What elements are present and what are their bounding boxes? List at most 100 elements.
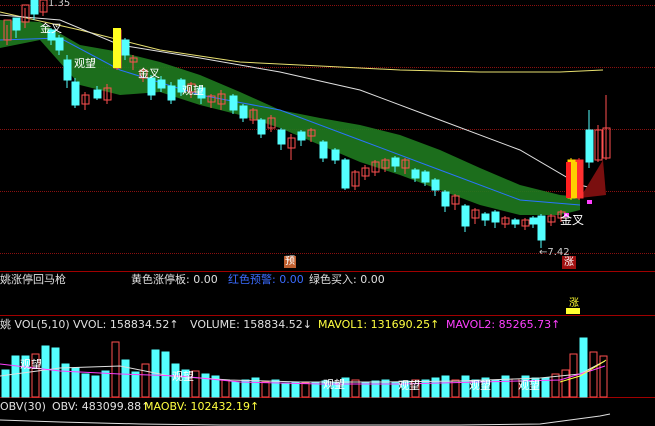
candle-body (12, 17, 21, 31)
volume-bar (71, 367, 80, 398)
grid-line (0, 253, 655, 254)
candle-body (129, 57, 138, 63)
volume-bar (51, 347, 60, 398)
volume-bar (11, 355, 20, 398)
volume-chart (0, 337, 608, 398)
candle-body (55, 37, 64, 51)
candle-body (239, 105, 248, 119)
cloud-band (0, 20, 580, 215)
candle-body (177, 79, 186, 93)
candle-body (602, 127, 611, 159)
ma-line-yellow (0, 11, 604, 73)
volume-bar (31, 353, 40, 398)
candle-body (371, 161, 380, 173)
volume-bar (589, 351, 598, 398)
candle-body (167, 85, 176, 101)
volume-bar (551, 373, 560, 398)
golden-cross-label: 金叉 (138, 67, 160, 80)
wait-label: 观望 (323, 378, 345, 391)
candle-body (547, 215, 556, 223)
grid-line (0, 67, 655, 68)
ma-line-blue (0, 37, 581, 206)
candle-body (529, 217, 538, 225)
obv-chart (0, 413, 611, 426)
volume-bar (371, 380, 380, 398)
volume-bar (421, 379, 430, 398)
volume-bar (261, 381, 270, 398)
limit-up-candle (566, 162, 571, 198)
candle-body (441, 191, 450, 207)
candle-body (421, 171, 430, 183)
candle-body (521, 219, 530, 227)
volume-bar (401, 380, 410, 398)
candle-body (297, 131, 306, 141)
limit-up-candle (572, 162, 577, 198)
candle-body (381, 159, 390, 169)
candle-body (501, 217, 510, 225)
volume-bar (501, 375, 510, 398)
volume-bar (451, 379, 460, 398)
vvol-value: VVOL: 158834.52↑ (73, 318, 179, 331)
volume-bar (211, 375, 220, 398)
candle-body (391, 157, 400, 167)
volume-bar (171, 363, 180, 398)
marker-dot (587, 200, 592, 204)
candle-body (351, 171, 360, 187)
limit-up-bar (566, 308, 580, 314)
obv-panel[interactable]: OBV(30) OBV: 483099.88↑ MAOBV: 102432.19… (0, 398, 655, 426)
obv-title: OBV(30) (0, 400, 46, 413)
golden-cross-label: 金叉 (40, 22, 62, 35)
trend-wedge (580, 160, 606, 198)
candle-body (575, 159, 584, 199)
price-low-label: ←7.42 (539, 247, 570, 258)
candle-body (103, 87, 112, 101)
red-warning-value: 红色预警: 0.00 (228, 273, 304, 286)
obv-value: OBV: 483099.88↑ (52, 400, 151, 413)
volume-bar (481, 377, 490, 398)
yellow-limit-value: 黄色涨停板: 0.00 (131, 273, 218, 286)
volume-bar (21, 355, 30, 398)
volume-bar (191, 370, 200, 398)
volume-bar (251, 377, 260, 398)
volume-bar (121, 359, 130, 398)
candle-body (121, 39, 130, 56)
candle-body (21, 4, 30, 23)
limit-up-indicator-panel[interactable]: 姚涨停回马枪 黄色涨停板: 0.00 红色预警: 0.00 绿色买入: 0.00… (0, 272, 655, 316)
candle-body (47, 29, 56, 41)
volume-bar (1, 369, 10, 398)
candle-body (361, 167, 370, 177)
volume-bar (271, 379, 280, 398)
limit-up-candle (113, 28, 121, 68)
volume-bar (411, 379, 420, 398)
candle-body (147, 77, 156, 96)
volume-bar (111, 341, 120, 398)
mavol1-value: MAVOL1: 131690.25↑ (318, 318, 440, 331)
candlestick-chart (0, 0, 611, 248)
volume-bar (231, 381, 240, 398)
volume-bar (81, 373, 90, 398)
wait-label: 观望 (20, 358, 42, 371)
candle-body (187, 83, 196, 93)
wait-label: 观望 (398, 379, 420, 392)
candle-body (331, 149, 340, 161)
golden-cross-label: 金叉 (560, 213, 585, 227)
volume-bar (491, 379, 500, 398)
volume-panel[interactable]: 姚 VOL(5,10) VVOL: 158834.52↑ VOLUME: 158… (0, 316, 655, 398)
volume-bar (291, 381, 300, 398)
volume-bar (131, 371, 140, 398)
wait-label: 观望 (182, 84, 204, 97)
price-chart-panel[interactable]: 1.35 ←7.42 金叉 观望 金叉 观望 金叉 预 涨 (0, 0, 655, 272)
vol-ma-magenta (0, 363, 606, 385)
green-buy-value: 绿色买入: 0.00 (309, 273, 385, 286)
candle-body (229, 95, 238, 111)
volume-bar (541, 377, 550, 398)
volume-bar (91, 375, 100, 398)
grid-line (0, 5, 655, 6)
volume-bar (579, 337, 588, 398)
candle-body (63, 59, 72, 81)
candle-body (197, 87, 206, 99)
candle-body (267, 117, 276, 129)
volume-bar (221, 379, 230, 398)
candle-body (471, 209, 480, 219)
volume-bar (281, 382, 290, 398)
